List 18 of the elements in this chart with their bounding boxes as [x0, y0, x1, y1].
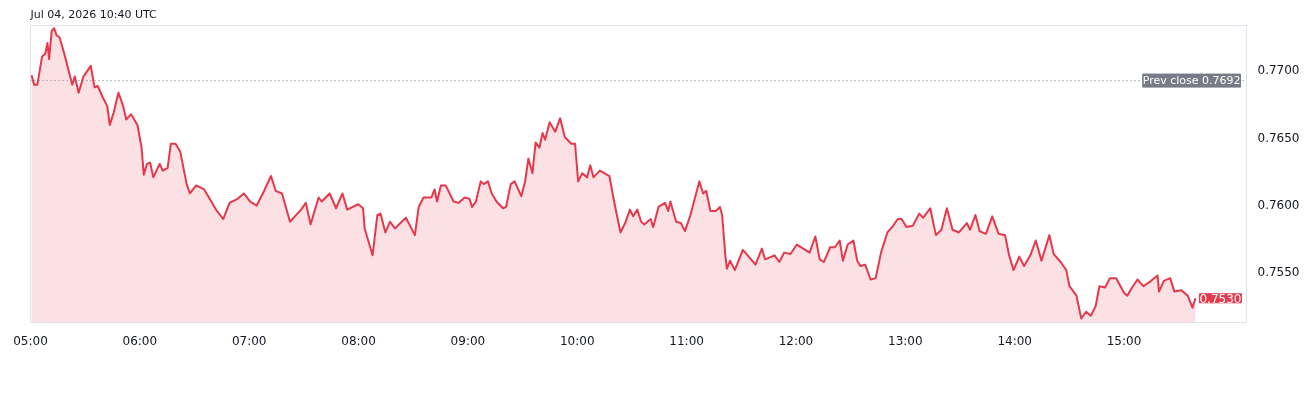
ref-line-label: Prev close 0.7692: [1142, 74, 1241, 88]
y-tick-label: 0.7650: [1257, 130, 1300, 145]
x-tick-label: 11:00: [669, 333, 704, 348]
x-tick-label: 15:00: [1106, 333, 1142, 348]
y-tick-label: 0.7550: [1257, 264, 1300, 279]
x-tick-label: 06:00: [122, 333, 158, 348]
x-tick-label: 08:00: [341, 333, 376, 348]
annotation: 0.7530: [1199, 291, 1242, 306]
text: Jul 04, 2026 10:40 UTC: [29, 7, 158, 21]
x-tick-label: 10:00: [559, 333, 595, 348]
y-tick-label: 0.7600: [1257, 197, 1300, 212]
y-tick-label: 0.7700: [1257, 63, 1300, 78]
x-tick-label: 12:00: [778, 333, 814, 348]
x-tick-label: 13:00: [888, 333, 923, 348]
x-tick-label: 05:00: [13, 333, 48, 348]
x-tick-label: 09:00: [450, 333, 486, 348]
x-tick-label: 14:00: [997, 333, 1032, 348]
x-tick-label: 07:00: [231, 333, 267, 348]
